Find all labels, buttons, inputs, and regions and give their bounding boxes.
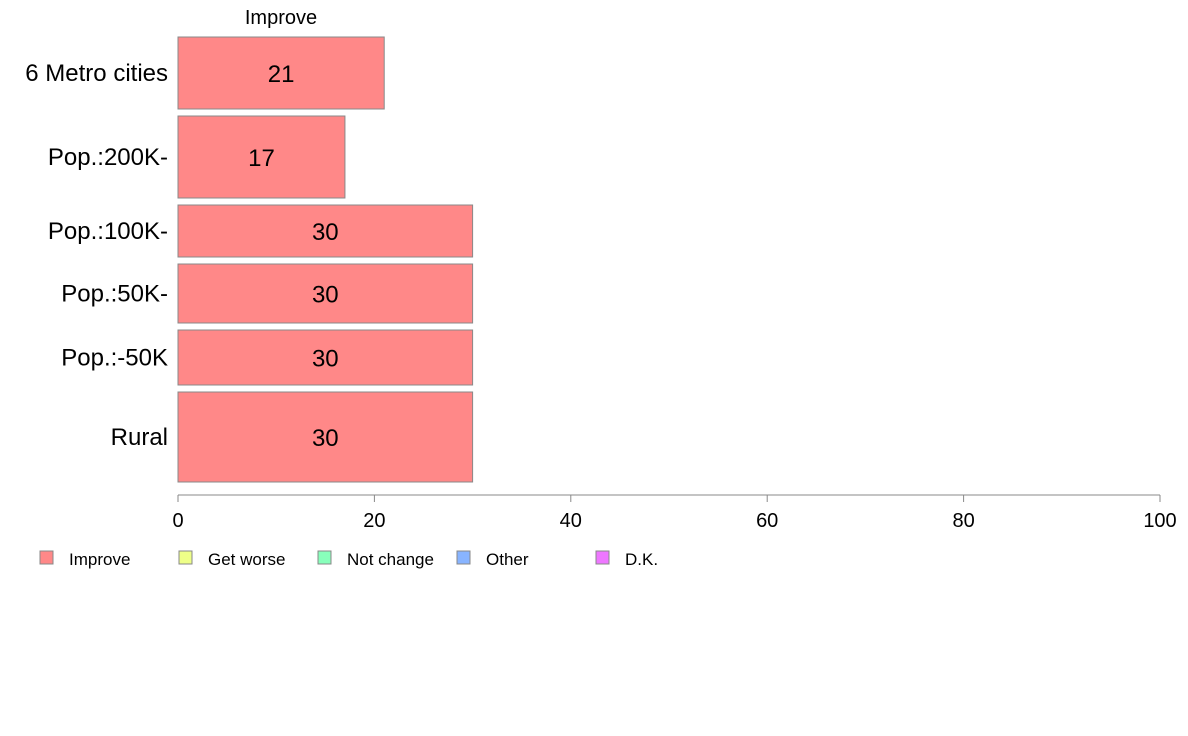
- bar-value-label-2: 30: [312, 219, 339, 246]
- series-title: Improve: [245, 7, 317, 29]
- category-label-2: Pop.:100K-: [48, 218, 168, 245]
- legend-label-3: Other: [486, 550, 529, 569]
- x-tick-label-5: 100: [1143, 510, 1176, 532]
- legend-swatch-3: [456, 550, 471, 565]
- category-labels: 6 Metro cities Pop.:200K- Pop.:100K- Pop.:5…: [25, 60, 168, 451]
- legend-label-1: Get worse: [208, 550, 285, 569]
- x-tick-label-2: 40: [560, 510, 582, 532]
- x-tick-label-4: 80: [952, 510, 974, 532]
- bar-improve-5: [177, 391, 474, 483]
- x-tick-label-0: 0: [172, 510, 183, 532]
- bar-value-label-1: 17: [248, 145, 275, 172]
- bars-group: 21 17 30 30 30 30: [177, 36, 474, 483]
- x-tick-label-1: 20: [363, 510, 385, 532]
- bar-improve-3: [177, 263, 474, 324]
- category-label-3: Pop.:50K-: [61, 281, 168, 308]
- category-label-4: Pop.:-50K: [61, 345, 168, 372]
- category-label-5: Rural: [111, 424, 168, 451]
- legend: Improve Get worse Not change Other D.K.: [39, 550, 658, 569]
- bar-value-label-0: 21: [268, 61, 295, 88]
- x-tick-label-3: 60: [756, 510, 778, 532]
- category-label-1: Pop.:200K-: [48, 144, 168, 171]
- bar-improve-1: [177, 115, 346, 199]
- bar-improve-4: [177, 329, 474, 386]
- legend-label-0: Improve: [69, 550, 130, 569]
- bar-value-label-5: 30: [312, 425, 339, 452]
- legend-swatch-2: [317, 550, 332, 565]
- legend-label-4: D.K.: [625, 550, 658, 569]
- bar-value-label-3: 30: [312, 282, 339, 309]
- x-axis-ticks: 0 20 40 60 80 100: [172, 495, 1177, 532]
- legend-swatch-1: [178, 550, 193, 565]
- legend-swatch-0: [39, 550, 54, 565]
- bar-improve-2: [177, 204, 474, 258]
- legend-label-2: Not change: [347, 550, 434, 569]
- legend-swatch-4: [595, 550, 610, 565]
- bar-improve-0: [177, 36, 385, 110]
- bar-value-label-4: 30: [312, 346, 339, 373]
- category-label-0: 6 Metro cities: [25, 60, 168, 87]
